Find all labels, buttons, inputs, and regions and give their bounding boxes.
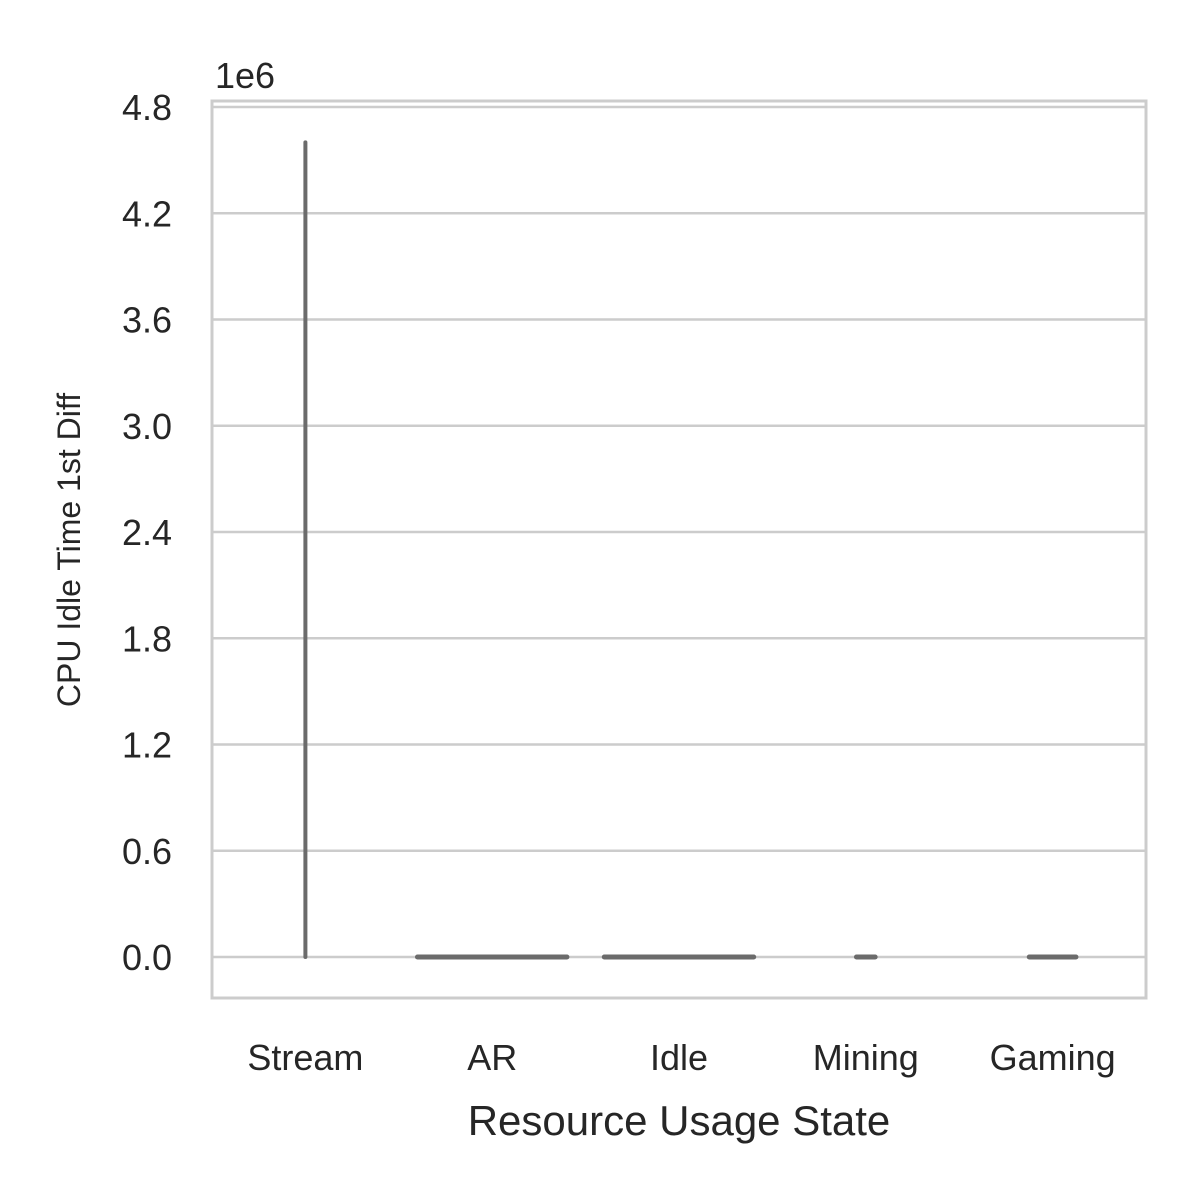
- y-tick-label: 1.8: [122, 618, 172, 659]
- x-tick-label: Mining: [813, 1037, 919, 1078]
- plot-frame: [210, 99, 1148, 1000]
- x-tick-label: Idle: [650, 1037, 708, 1078]
- x-tick-label: Stream: [247, 1037, 363, 1078]
- y-offset-label: 1e6: [215, 55, 275, 96]
- x-tick-label: AR: [467, 1037, 517, 1078]
- grid-lines: [212, 105, 1146, 959]
- x-tick-labels: Stream AR Idle Mining Gaming: [247, 1037, 1115, 1078]
- y-tick-label: 1.2: [122, 725, 172, 766]
- y-tick-label: 4.8: [122, 87, 172, 128]
- x-axis-title: Resource Usage State: [468, 1097, 891, 1144]
- y-tick-label: 3.0: [122, 406, 172, 447]
- y-tick-label: 4.2: [122, 193, 172, 234]
- y-tick-label: 0.0: [122, 937, 172, 978]
- x-tick-label: Gaming: [990, 1037, 1116, 1078]
- y-tick-label: 3.6: [122, 300, 172, 341]
- y-tick-label: 2.4: [122, 512, 172, 553]
- violin-marks: [303, 140, 1079, 960]
- y-tick-labels: 0.0 0.6 1.2 1.8 2.4 3.0 3.6 4.2 4.8: [122, 87, 172, 978]
- y-tick-label: 0.6: [122, 831, 172, 872]
- y-axis-title: CPU Idle Time 1st Diff: [51, 393, 87, 707]
